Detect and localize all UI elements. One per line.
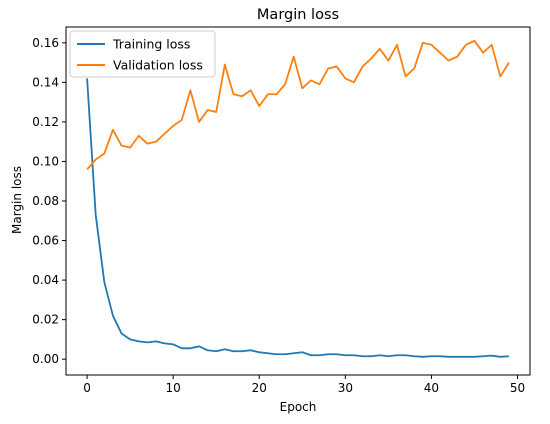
y-tick-label: 0.06: [32, 234, 59, 248]
x-axis-label: Epoch: [280, 400, 317, 414]
y-axis-label: Margin loss: [10, 166, 24, 234]
y-tick-label: 0.12: [32, 115, 59, 129]
plot-frame: [65, 26, 531, 376]
y-tick-label: 0.02: [32, 313, 59, 327]
y-tick-label: 0.16: [32, 36, 59, 50]
chart-title: Margin loss: [257, 7, 339, 23]
y-tick-label: 0.14: [32, 75, 59, 89]
x-tick-label: 20: [252, 381, 267, 395]
x-tick-label: 40: [424, 381, 439, 395]
series-line-validation-loss: [86, 39, 510, 170]
legend-label-validation-loss: Validation loss: [113, 58, 203, 73]
x-tick-label: 10: [166, 381, 181, 395]
legend-label-training-loss: Training loss: [112, 37, 190, 52]
plot-area: 0 10 20 30 40 50 0.00 0.02 0.04 0.06 0.08 0.10 0.12 0…: [32, 26, 531, 395]
legend-frame: [69, 30, 216, 78]
series-line-training-loss: [86, 78, 509, 358]
legend: Training loss Validation loss: [69, 30, 216, 78]
x-tick-label: 50: [510, 381, 525, 395]
y-tick-label: 0.00: [32, 352, 59, 366]
y-tick-label: 0.08: [32, 194, 59, 208]
x-tick-label: 0: [83, 381, 91, 395]
y-tick-label: 0.10: [32, 154, 59, 168]
x-tick-label: 30: [338, 381, 353, 395]
y-tick-label: 0.04: [32, 273, 59, 287]
